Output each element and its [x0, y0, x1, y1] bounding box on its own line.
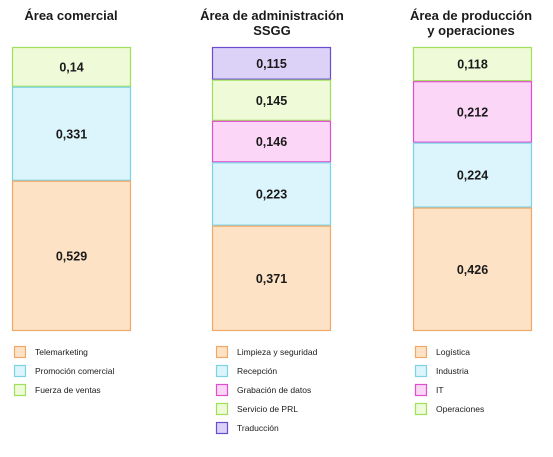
legend-swatch-industria [414, 364, 428, 378]
bar-segment-industria [412, 142, 533, 208]
legend-swatch-it [414, 383, 428, 397]
bar-segment-operaciones [412, 46, 533, 82]
legend-label-limpieza-y-seguridad: Limpieza y seguridad [237, 347, 318, 357]
bar-segment-grabacion-de-datos [211, 120, 332, 163]
legend-label-promocion-comercial: Promoción comercial [35, 366, 114, 376]
bar-segment-servicio-de-prl [211, 79, 332, 121]
legend-label-recepcion: Recepción [237, 366, 277, 376]
data-label-operaciones: 0,118 [457, 58, 488, 72]
data-label-logistica: 0,426 [457, 263, 488, 277]
legend-label-logistica: Logística [436, 347, 470, 357]
legend-swatch-logistica [414, 345, 428, 359]
legend-swatch-grabacion-de-datos [215, 383, 229, 397]
legend-swatch-servicio-de-prl [215, 402, 229, 416]
legend-swatch-promocion-comercial [13, 364, 27, 378]
bar-segment-fuerza-de-ventas [11, 46, 132, 87]
chart-title-line: y operaciones [427, 23, 514, 38]
data-label-grabacion-de-datos: 0,146 [256, 135, 287, 149]
data-label-promocion-comercial: 0,331 [56, 127, 87, 141]
legend-label-traduccion: Traducción [237, 423, 279, 433]
chart-title-line: Área de producción [410, 8, 532, 23]
legend-swatch-operaciones [414, 402, 428, 416]
chart-title-line: SSGG [253, 23, 291, 38]
legend-label-it: IT [436, 385, 444, 395]
data-label-servicio-de-prl: 0,145 [256, 94, 287, 108]
data-label-recepcion: 0,223 [256, 187, 287, 201]
legend-swatch-limpieza-y-seguridad [215, 345, 229, 359]
legend-swatch-fuerza-de-ventas [13, 383, 27, 397]
legend-label-operaciones: Operaciones [436, 404, 484, 414]
bar-segment-traduccion [211, 46, 332, 80]
bar-segment-promocion-comercial [11, 86, 132, 181]
chart-title-line: Área de administración [200, 8, 344, 23]
data-label-fuerza-de-ventas: 0,14 [59, 60, 83, 74]
chart-title-line: Área comercial [24, 8, 117, 23]
bar-segment-limpieza-y-seguridad [211, 225, 332, 332]
legend-swatch-telemarketing [13, 345, 27, 359]
legend-label-servicio-de-prl: Servicio de PRL [237, 404, 298, 414]
legend-swatch-recepcion [215, 364, 229, 378]
legend-label-industria: Industria [436, 366, 469, 376]
data-label-telemarketing: 0,529 [56, 249, 87, 263]
bar-segment-recepcion [211, 162, 332, 226]
legend-label-grabacion-de-datos: Grabación de datos [237, 385, 311, 395]
data-label-industria: 0,224 [457, 169, 488, 183]
data-label-limpieza-y-seguridad: 0,371 [256, 272, 287, 286]
data-label-it: 0,212 [457, 105, 488, 119]
data-label-traduccion: 0,115 [256, 57, 287, 71]
legend-swatch-traduccion [215, 421, 229, 435]
bar-segment-logistica [412, 207, 533, 332]
bar-segment-it [412, 81, 533, 143]
legend-label-fuerza-de-ventas: Fuerza de ventas [35, 385, 101, 395]
legend-label-telemarketing: Telemarketing [35, 347, 88, 357]
chart-group-1: Área comercial 0,14 0,331 0,529 Telemarketin… [11, 8, 132, 397]
bar-segment-telemarketing [11, 180, 132, 332]
